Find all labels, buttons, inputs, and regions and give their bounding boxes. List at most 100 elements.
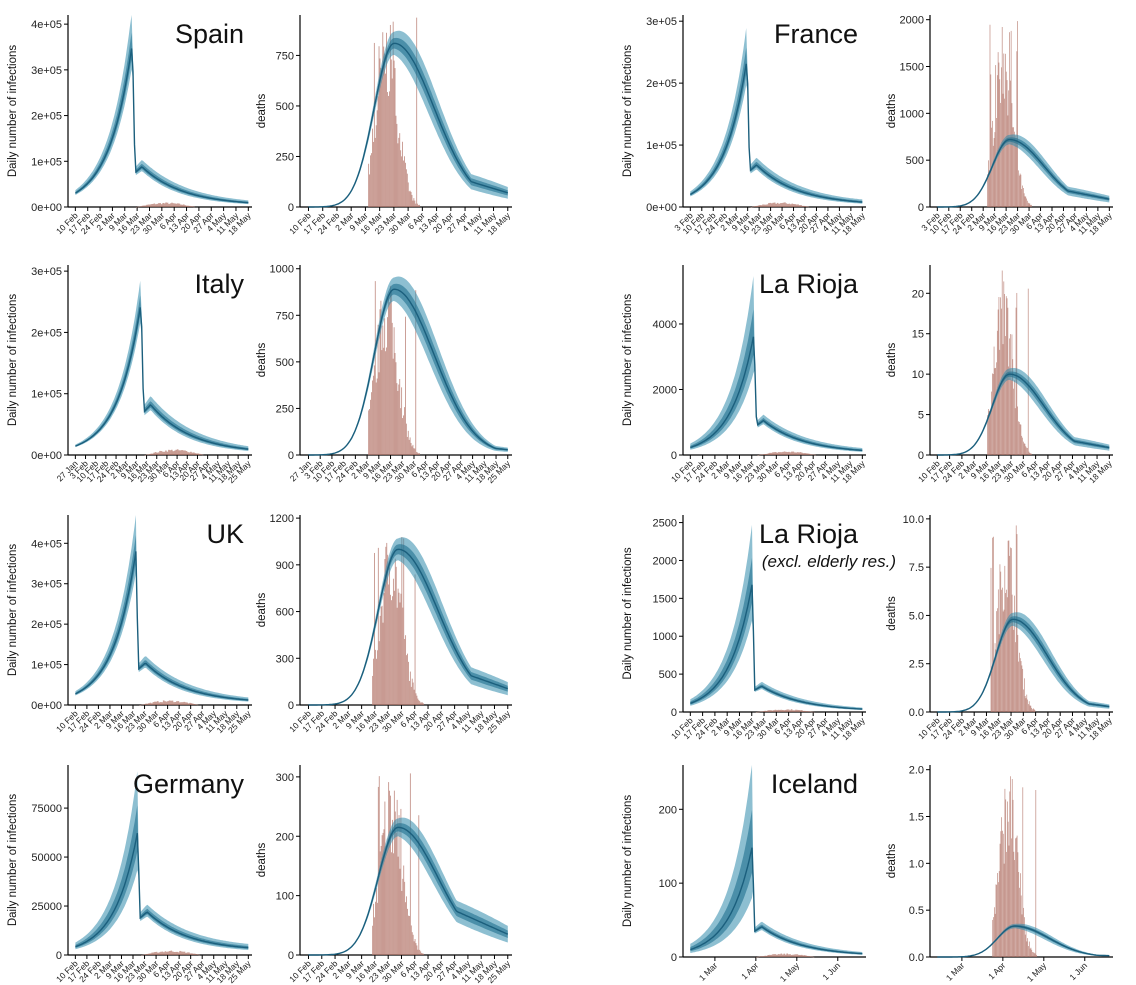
reported-cases-bars bbox=[141, 950, 201, 956]
deaths-ci-inner bbox=[308, 37, 508, 208]
case-bar bbox=[168, 204, 170, 207]
death-bar bbox=[408, 661, 409, 705]
death-bar bbox=[1007, 307, 1009, 455]
case-bar bbox=[152, 952, 155, 955]
death-bar bbox=[412, 682, 414, 705]
death-bar bbox=[384, 801, 386, 955]
case-bar bbox=[187, 452, 189, 455]
case-bar bbox=[808, 453, 811, 455]
case-bar bbox=[163, 952, 165, 955]
case-bar bbox=[149, 953, 152, 955]
case-bar bbox=[779, 203, 782, 207]
case-bar bbox=[763, 454, 765, 455]
case-bar bbox=[143, 205, 145, 207]
death-bar bbox=[396, 799, 398, 955]
case-bar bbox=[755, 712, 758, 713]
case-bar bbox=[139, 705, 141, 706]
case-bar bbox=[190, 206, 192, 207]
case-bar bbox=[793, 954, 796, 957]
y-axis-title: Daily number of infections bbox=[622, 294, 634, 427]
death-bar bbox=[388, 297, 389, 455]
death-bar bbox=[1009, 334, 1011, 455]
case-bar bbox=[811, 711, 813, 713]
death-bar bbox=[405, 902, 407, 955]
death-bar bbox=[374, 137, 376, 207]
case-bar bbox=[812, 454, 815, 456]
case-bar bbox=[776, 202, 779, 207]
death-bar bbox=[987, 174, 988, 207]
case-bar bbox=[147, 204, 150, 207]
death-bar bbox=[1031, 949, 1033, 957]
infection-ci-inner bbox=[690, 309, 863, 452]
panel-10-infections: 0 500 1000 1500 2000 2500 Daily number of infe… bbox=[622, 515, 896, 742]
death-bar bbox=[1014, 135, 1016, 207]
death-bar bbox=[1027, 202, 1029, 207]
death-bar bbox=[1030, 705, 1032, 712]
y-tick-label: 2.5 bbox=[909, 659, 924, 671]
case-bar bbox=[778, 203, 780, 207]
case-bar bbox=[171, 951, 174, 955]
death-bar bbox=[991, 667, 993, 712]
death-bar bbox=[1025, 446, 1027, 455]
death-bar bbox=[1004, 565, 1006, 712]
case-bar bbox=[174, 203, 176, 207]
y-tick-label: 2e+05 bbox=[646, 78, 677, 90]
case-bar bbox=[145, 954, 148, 955]
case-bar bbox=[801, 452, 803, 455]
death-bar bbox=[394, 352, 396, 455]
region-title: Italy bbox=[194, 269, 244, 299]
infection-ci-outer bbox=[690, 28, 863, 204]
case-bar bbox=[165, 450, 167, 455]
case-bar bbox=[184, 702, 187, 705]
death-bar bbox=[990, 74, 992, 207]
death-bar bbox=[1002, 93, 1004, 207]
case-bar bbox=[173, 450, 176, 455]
case-bar bbox=[797, 204, 799, 207]
death-bar bbox=[1017, 21, 1018, 208]
death-bar bbox=[386, 847, 388, 955]
death-bar bbox=[1010, 547, 1011, 712]
case-bar bbox=[176, 951, 178, 955]
death-bar bbox=[1029, 452, 1031, 455]
case-bar bbox=[192, 953, 195, 955]
case-bar bbox=[761, 956, 764, 957]
death-bar bbox=[1002, 830, 1003, 957]
death-bar bbox=[410, 686, 412, 705]
death-bar bbox=[382, 325, 384, 455]
case-bar bbox=[759, 205, 761, 207]
region-title: Germany bbox=[133, 769, 245, 799]
death-bar bbox=[413, 941, 415, 955]
case-bar bbox=[198, 954, 201, 956]
death-bar bbox=[1010, 776, 1011, 957]
case-bar bbox=[191, 206, 194, 207]
death-bar bbox=[414, 200, 416, 207]
case-bar bbox=[182, 450, 185, 455]
case-bar bbox=[777, 452, 780, 455]
death-bar bbox=[376, 378, 378, 455]
y-tick-label: 2.0 bbox=[909, 765, 924, 777]
death-bar bbox=[1019, 887, 1020, 957]
death-bar bbox=[1012, 621, 1014, 712]
death-bar bbox=[375, 382, 377, 455]
case-bar bbox=[796, 452, 799, 455]
case-bar bbox=[142, 704, 144, 705]
death-bar bbox=[1027, 699, 1028, 712]
case-bar bbox=[798, 710, 800, 712]
death-bar bbox=[405, 162, 406, 207]
deaths-mean-line bbox=[308, 42, 509, 208]
case-bar bbox=[776, 710, 778, 712]
case-bar bbox=[167, 951, 170, 955]
y-tick-label: 0.0 bbox=[909, 707, 924, 719]
death-bar bbox=[388, 91, 390, 207]
death-bar bbox=[396, 607, 398, 705]
y-tick-label: 1200 bbox=[270, 513, 294, 525]
death-bar bbox=[1006, 597, 1008, 712]
region-title: Spain bbox=[175, 19, 244, 49]
case-bar bbox=[763, 204, 766, 207]
death-bar bbox=[1013, 851, 1015, 957]
death-bar bbox=[408, 191, 410, 207]
case-bar bbox=[785, 203, 788, 207]
death-bar bbox=[1018, 872, 1020, 957]
case-bar bbox=[153, 452, 155, 455]
